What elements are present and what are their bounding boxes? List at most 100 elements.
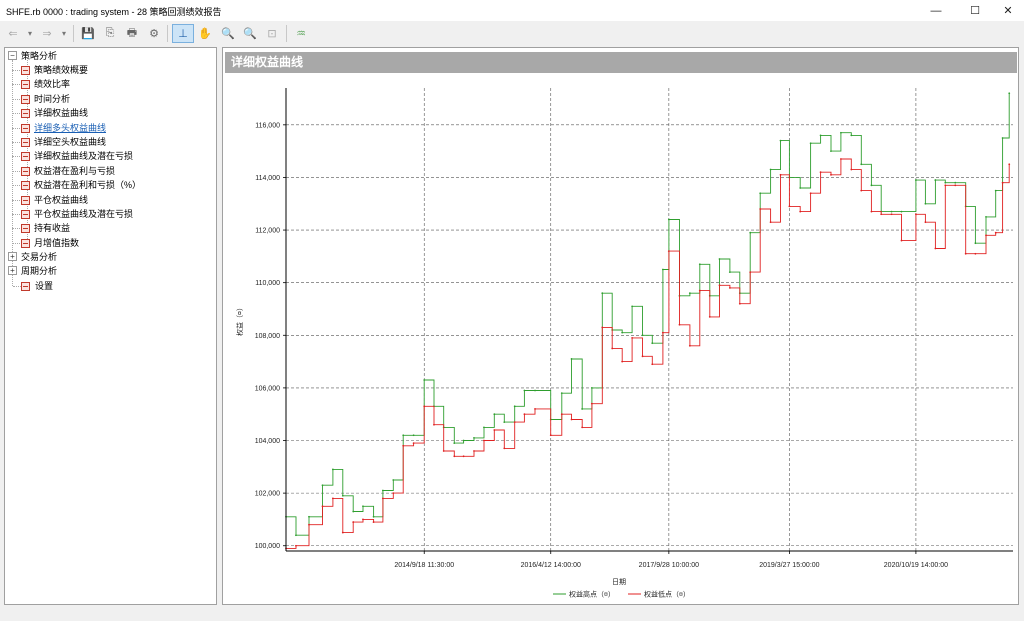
print-button[interactable]: 🖶 xyxy=(123,24,141,43)
data-point xyxy=(308,523,310,526)
data-point xyxy=(728,287,731,289)
data-point xyxy=(915,179,917,181)
data-point xyxy=(651,363,654,366)
data-point xyxy=(473,436,475,439)
data-point xyxy=(631,305,634,308)
y-tick-label: 106,000 xyxy=(255,385,280,392)
tree-item-label: 持有收益 xyxy=(34,223,71,234)
report-icon xyxy=(21,66,30,75)
x-axis-label: 日期 xyxy=(612,578,626,586)
data-point xyxy=(651,342,654,345)
data-point xyxy=(924,221,927,224)
x-tick-label: 2020/10/19 14:00:00 xyxy=(884,562,948,569)
report-icon xyxy=(21,138,30,147)
data-point xyxy=(503,447,506,450)
data-point xyxy=(473,450,475,452)
report-icon xyxy=(21,123,30,133)
data-point xyxy=(934,247,937,250)
data-point xyxy=(1001,137,1004,139)
collapse-icon[interactable]: − xyxy=(8,51,17,60)
data-point xyxy=(954,184,957,187)
y-axis-label: 权益（¤） xyxy=(235,304,244,336)
report-icon xyxy=(21,224,30,234)
gear-icon: ⚙ xyxy=(149,28,159,40)
data-point xyxy=(570,358,573,360)
data-point xyxy=(412,434,415,437)
equity-curve-chart[interactable]: 100,000 102,000 104,000 106,000 108,000 110,0… xyxy=(223,48,1018,604)
tree-guide xyxy=(12,199,20,201)
data-point xyxy=(590,402,593,405)
chart-style-button[interactable]: ♒ xyxy=(292,24,310,43)
hand-icon: ✋ xyxy=(198,28,212,40)
tree-guide xyxy=(12,242,20,244)
chevron-down-icon: ▾ xyxy=(61,29,66,38)
minimize-button[interactable]: — xyxy=(914,0,958,21)
data-point xyxy=(769,221,772,224)
close-button[interactable]: ✕ xyxy=(992,0,1024,21)
data-point xyxy=(900,210,903,213)
data-point xyxy=(974,242,977,245)
window-title: SHFE.rb 0000 : trading system - 28 策略回测绩… xyxy=(6,7,222,17)
zoom-in-icon: 🔍 xyxy=(221,28,235,40)
data-point xyxy=(534,389,536,392)
data-point xyxy=(779,173,782,176)
zoom-in-button[interactable]: 🔍 xyxy=(219,24,237,43)
data-point xyxy=(341,531,344,534)
data-point xyxy=(667,250,670,253)
data-point xyxy=(985,216,987,218)
tree-node-label: 交易分析 xyxy=(21,252,58,262)
expand-icon[interactable]: + xyxy=(8,266,17,275)
data-point xyxy=(483,426,485,429)
panel-header: 详细权益曲线 xyxy=(225,52,1017,73)
pan-tool-button[interactable]: ✋ xyxy=(196,24,214,43)
toolbar-separator xyxy=(167,25,168,42)
data-point xyxy=(570,418,573,421)
data-point xyxy=(850,134,853,137)
report-icon xyxy=(21,80,30,90)
back-button[interactable]: ⇐ xyxy=(6,24,20,43)
zoom-out-button[interactable]: 🔍 xyxy=(241,24,259,43)
data-point xyxy=(601,292,604,295)
maximize-button[interactable]: ☐ xyxy=(953,0,997,21)
data-point xyxy=(809,142,812,145)
data-point xyxy=(880,213,883,216)
data-point xyxy=(661,268,664,271)
data-point xyxy=(331,468,334,471)
data-point xyxy=(870,184,873,187)
data-point xyxy=(890,210,893,213)
export-button[interactable]: ⎘ xyxy=(101,24,119,43)
x-tick-label: 2017/9/28 10:00:00 xyxy=(639,562,699,569)
data-point xyxy=(560,413,563,416)
x-tick-label: 2014/9/18 11:30:00 xyxy=(394,562,454,569)
data-point xyxy=(788,205,791,208)
data-point xyxy=(581,408,584,410)
close-icon: ✕ xyxy=(1003,5,1013,17)
save-button[interactable]: 💾 xyxy=(79,24,97,43)
data-point xyxy=(718,284,721,287)
data-point xyxy=(870,210,873,213)
zoom-fit-button[interactable]: ⊡ xyxy=(263,24,281,43)
data-point xyxy=(830,150,832,153)
data-point xyxy=(423,405,426,408)
report-panel: 详细权益曲线 100,000 102,000 104,000 106,000 108,0… xyxy=(222,47,1019,605)
expand-icon[interactable]: + xyxy=(8,252,17,261)
data-point xyxy=(924,202,927,205)
settings-button[interactable]: ⚙ xyxy=(145,24,163,43)
legend-label: 权益高点（¤） xyxy=(569,590,615,599)
data-point xyxy=(954,181,957,184)
back-dropdown-button[interactable]: ▾ xyxy=(24,24,36,43)
data-point xyxy=(462,455,465,458)
data-point xyxy=(890,213,893,216)
data-point xyxy=(523,389,526,392)
report-icon xyxy=(21,282,30,291)
data-point xyxy=(840,158,842,160)
cursor-tool-button[interactable]: ⊥ xyxy=(172,24,194,43)
data-point xyxy=(523,413,526,416)
tree-node-label: 设置 xyxy=(35,281,54,291)
data-point xyxy=(462,439,465,442)
forward-dropdown-button[interactable]: ▾ xyxy=(58,24,70,43)
tree-guide xyxy=(12,84,20,86)
data-point xyxy=(442,450,445,452)
forward-button[interactable]: ⇒ xyxy=(40,24,54,43)
report-icon xyxy=(21,109,30,119)
